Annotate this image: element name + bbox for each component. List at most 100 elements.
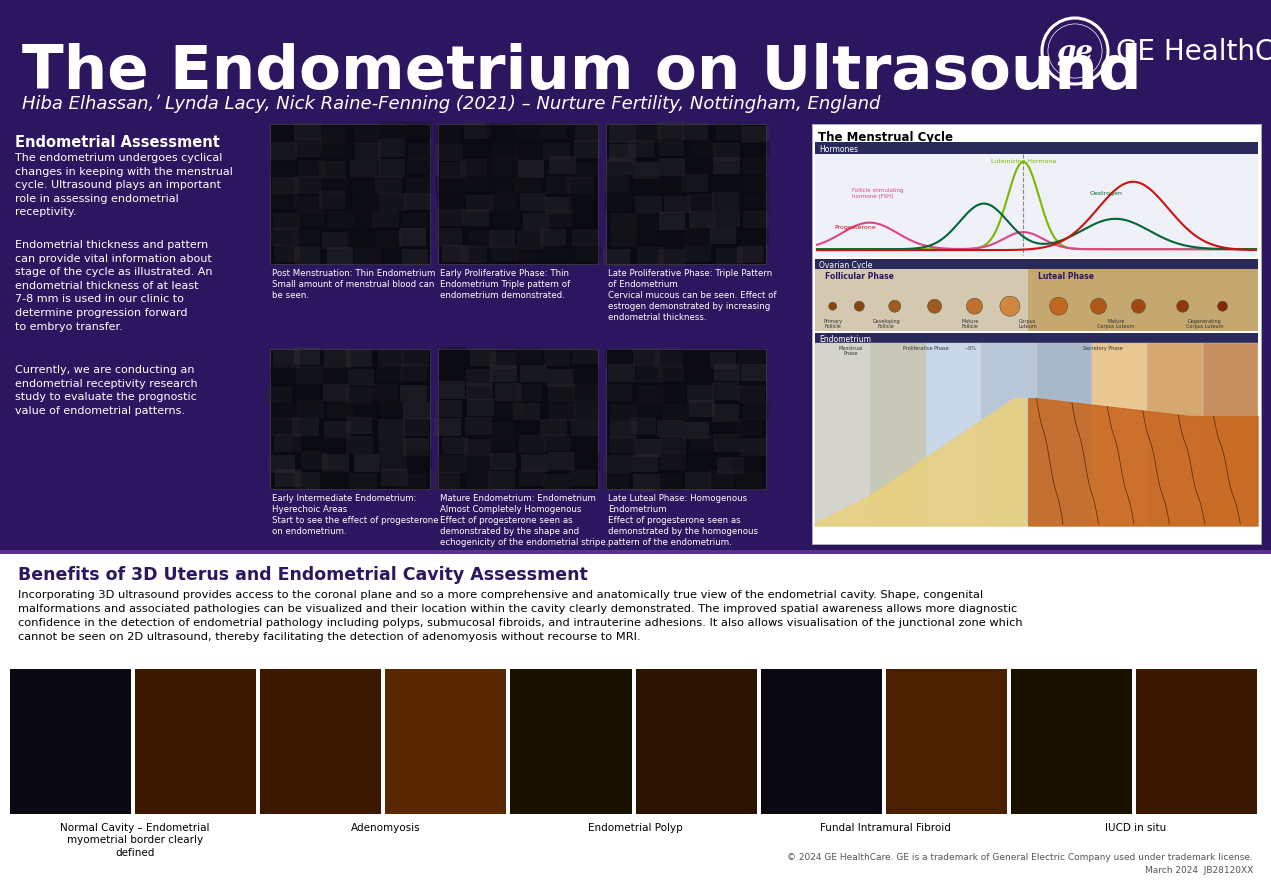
- Text: Proliferative Phase: Proliferative Phase: [902, 346, 948, 350]
- Circle shape: [1091, 299, 1107, 315]
- Bar: [402, 162, 428, 179]
- Bar: [737, 198, 764, 215]
- Bar: [492, 192, 519, 210]
- Bar: [871, 343, 925, 527]
- Text: The Menstrual Cycle: The Menstrual Cycle: [819, 131, 953, 144]
- Bar: [681, 160, 708, 177]
- Bar: [549, 176, 576, 193]
- Bar: [568, 404, 595, 422]
- Bar: [633, 141, 660, 158]
- Bar: [297, 193, 324, 211]
- Bar: [738, 367, 765, 385]
- Bar: [741, 383, 768, 401]
- Circle shape: [1218, 302, 1228, 312]
- Bar: [609, 434, 636, 452]
- Text: Incorporating 3D ultrasound provides access to the coronal plane and so a more c: Incorporating 3D ultrasound provides acc…: [18, 589, 1023, 641]
- Bar: [815, 155, 1258, 257]
- Bar: [735, 401, 761, 417]
- Bar: [571, 382, 597, 400]
- Bar: [513, 418, 540, 436]
- Bar: [273, 401, 300, 418]
- Bar: [261, 670, 381, 814]
- Bar: [399, 472, 426, 490]
- Bar: [435, 434, 461, 452]
- Bar: [353, 474, 380, 492]
- Bar: [608, 384, 634, 401]
- Bar: [461, 213, 487, 231]
- Text: Developing
Follicle: Developing Follicle: [872, 318, 900, 329]
- Bar: [460, 228, 487, 246]
- Bar: [602, 128, 629, 146]
- Bar: [465, 455, 492, 473]
- Bar: [629, 404, 656, 422]
- Bar: [271, 384, 297, 402]
- Bar: [541, 384, 568, 401]
- Bar: [380, 196, 407, 214]
- Bar: [0, 551, 1271, 554]
- Bar: [714, 249, 741, 266]
- Bar: [632, 214, 658, 232]
- Bar: [630, 348, 657, 365]
- Bar: [741, 174, 768, 192]
- Bar: [489, 435, 516, 452]
- Bar: [655, 159, 681, 177]
- Bar: [374, 213, 400, 231]
- Bar: [688, 419, 714, 437]
- Bar: [737, 144, 764, 162]
- Text: The Endometrium on Ultrasound: The Endometrium on Ultrasound: [22, 42, 1141, 101]
- Text: Fundal Intramural Fibroid: Fundal Intramural Fibroid: [820, 822, 951, 832]
- Bar: [1136, 670, 1257, 814]
- Text: Corpus
Luteum: Corpus Luteum: [1018, 318, 1037, 329]
- Polygon shape: [1028, 400, 1258, 527]
- Bar: [269, 125, 430, 265]
- Bar: [815, 270, 1028, 332]
- Bar: [350, 422, 376, 439]
- Bar: [296, 417, 323, 434]
- Bar: [608, 402, 634, 420]
- Bar: [547, 192, 573, 210]
- Bar: [296, 383, 323, 400]
- Bar: [400, 350, 427, 368]
- Bar: [662, 350, 689, 367]
- Bar: [489, 122, 516, 139]
- Bar: [744, 210, 770, 227]
- Text: Currently, we are conducting an
endometrial receptivity research
study to evalua: Currently, we are conducting an endometr…: [15, 365, 197, 416]
- Bar: [815, 343, 871, 527]
- Bar: [662, 382, 689, 400]
- Bar: [660, 471, 686, 488]
- Bar: [609, 249, 636, 266]
- Bar: [608, 473, 634, 491]
- Bar: [399, 435, 426, 452]
- Bar: [296, 142, 322, 159]
- Bar: [385, 670, 506, 814]
- Bar: [736, 471, 763, 488]
- Bar: [716, 212, 742, 229]
- Bar: [348, 434, 375, 451]
- Bar: [736, 122, 763, 139]
- Bar: [464, 438, 489, 455]
- Circle shape: [1131, 299, 1145, 314]
- Bar: [348, 176, 375, 194]
- Bar: [521, 350, 548, 367]
- Text: Benefits of 3D Uterus and Endometrial Cavity Assessment: Benefits of 3D Uterus and Endometrial Ca…: [18, 565, 587, 584]
- Bar: [688, 144, 714, 162]
- Bar: [576, 160, 602, 177]
- Bar: [292, 469, 318, 486]
- Bar: [320, 366, 347, 384]
- Bar: [981, 343, 1036, 527]
- Bar: [0, 0, 1271, 120]
- Text: Degenerating
Corpus Luteum: Degenerating Corpus Luteum: [1186, 318, 1224, 329]
- Bar: [628, 123, 655, 141]
- Bar: [633, 366, 660, 384]
- Bar: [630, 248, 657, 266]
- Bar: [441, 214, 468, 232]
- Text: Oestrogen: Oestrogen: [1089, 190, 1122, 196]
- Bar: [496, 420, 522, 437]
- Bar: [275, 212, 301, 230]
- Bar: [629, 456, 656, 473]
- Bar: [713, 401, 740, 418]
- Bar: [493, 366, 520, 383]
- Bar: [399, 404, 426, 422]
- Bar: [576, 196, 602, 213]
- Circle shape: [966, 299, 982, 315]
